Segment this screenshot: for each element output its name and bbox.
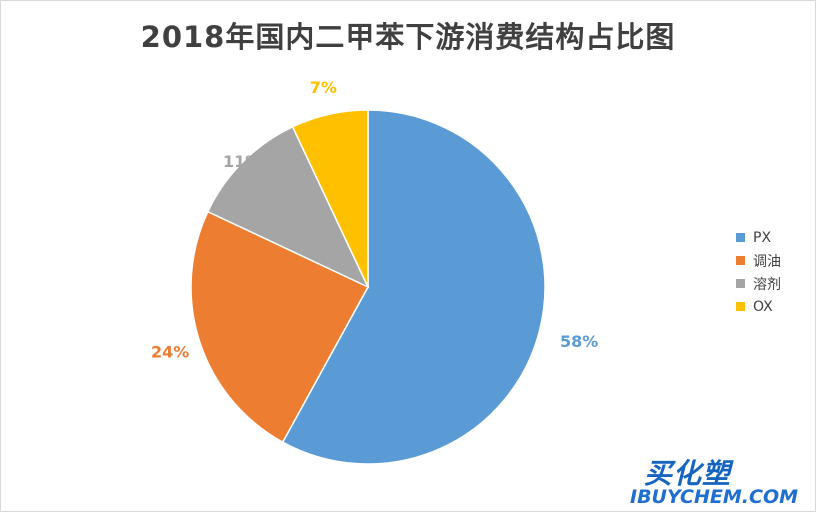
legend: PX 调油 溶剂 OX [736, 226, 781, 318]
pie-slices [190, 109, 546, 465]
brand-logo-en-text: IBUYCHEM.COM [630, 486, 799, 508]
chart-title: 2018年国内二甲苯下游消费结构占比图 [140, 20, 676, 54]
legend-swatch-px [736, 233, 745, 242]
pie-data-labels: 58% 24% 11% 7% [151, 78, 598, 361]
legend-label-ox: OX [753, 298, 773, 315]
brand-logo-en: IBUYCHEM.COM [630, 486, 798, 508]
legend-swatch-solvent [736, 279, 745, 288]
data-label-solvent: 11% [223, 152, 261, 171]
legend-item-ox: OX [736, 295, 781, 318]
legend-item-solvent: 溶剂 [736, 272, 781, 295]
legend-label-px: PX [753, 229, 772, 246]
brand-watermark-logo: 买化塑 IBUYCHEM.COM [630, 452, 812, 508]
pie-slice-ox [291, 109, 369, 288]
pie-slice-solvent [206, 125, 370, 289]
legend-label-blending: 调油 [753, 253, 781, 270]
legend-swatch-ox [736, 302, 745, 311]
legend-swatch-blending [736, 256, 745, 265]
brand-logo-cn: 买化塑 [644, 457, 732, 490]
legend-item-blending: 调油 [736, 249, 781, 272]
pie-slice-blending [190, 210, 370, 444]
data-label-ox: 7% [310, 78, 337, 97]
legend-item-px: PX [736, 226, 781, 249]
data-label-px: 58% [560, 332, 598, 351]
pie-slice-px [281, 109, 546, 465]
data-label-blending: 24% [151, 342, 189, 361]
legend-label-solvent: 溶剂 [753, 276, 781, 293]
